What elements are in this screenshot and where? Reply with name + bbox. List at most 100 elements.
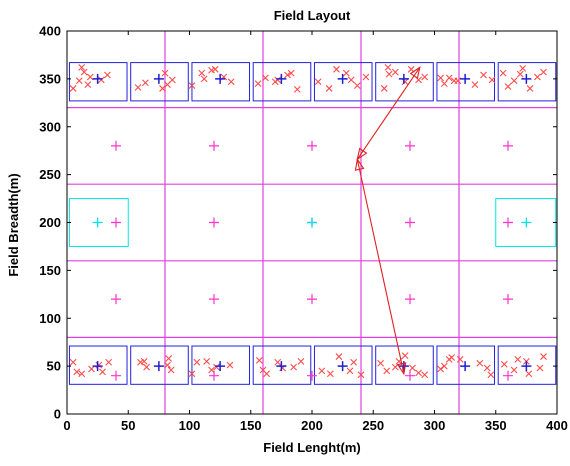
sensor-node-point bbox=[534, 73, 541, 81]
cluster-head-point bbox=[276, 73, 287, 84]
cluster-head-point bbox=[215, 73, 226, 84]
cluster-head-point bbox=[460, 361, 471, 372]
sensor-node-point bbox=[263, 370, 271, 378]
cluster-head-point bbox=[521, 361, 532, 372]
sensor-node-point bbox=[293, 86, 301, 93]
x-tick-label: 350 bbox=[485, 418, 507, 433]
relay-node-point bbox=[405, 140, 415, 151]
cluster-box bbox=[68, 345, 128, 385]
cluster-head-point bbox=[153, 361, 164, 372]
sensor-node-point bbox=[73, 368, 81, 376]
sensor-node-point bbox=[499, 69, 507, 77]
cluster-box bbox=[313, 62, 373, 102]
sensor-node-point bbox=[437, 74, 445, 82]
sensor-node-point bbox=[445, 74, 453, 82]
cluster-head-point bbox=[92, 361, 103, 372]
sensor-node-point bbox=[203, 357, 211, 365]
route-arrowhead bbox=[354, 157, 365, 171]
cluster-head-point bbox=[398, 73, 409, 84]
sensor-node-point bbox=[357, 371, 365, 379]
sensor-node-point bbox=[471, 81, 479, 89]
sensor-node-point bbox=[421, 73, 429, 81]
route-arrowhead bbox=[409, 66, 421, 80]
sensor-node-point bbox=[159, 85, 166, 92]
sensor-node-point bbox=[211, 65, 219, 73]
x-tick-label: 50 bbox=[121, 418, 135, 433]
sensor-node-point bbox=[287, 69, 295, 77]
sensor-node-point bbox=[88, 365, 95, 373]
sensor-node-point bbox=[143, 363, 151, 371]
sensor-node-point bbox=[80, 68, 88, 76]
plot-area: 0 50 100 150 200 250 300 350 400 0 50 100 150 200 250 3… bbox=[39, 24, 568, 434]
cluster-head-point bbox=[337, 361, 348, 372]
x-tick-label: 150 bbox=[240, 418, 262, 433]
relay-node-point bbox=[111, 370, 121, 381]
cluster-box bbox=[191, 62, 251, 102]
sensor-node-point bbox=[450, 77, 458, 85]
relay-node-point bbox=[209, 217, 219, 228]
sensor-node-point bbox=[401, 352, 409, 359]
cluster-box bbox=[497, 345, 557, 385]
sensor-node-point bbox=[383, 367, 391, 375]
y-tick-label: 300 bbox=[39, 119, 61, 134]
cluster-box bbox=[436, 345, 496, 385]
sensor-node-point bbox=[69, 358, 77, 366]
sensor-node-point bbox=[540, 353, 547, 360]
cluster-box bbox=[68, 62, 128, 102]
relay-node-point bbox=[503, 140, 513, 151]
relay-node-point bbox=[209, 294, 219, 305]
relay-node-point bbox=[405, 217, 415, 228]
y-tick-label: 350 bbox=[39, 71, 61, 86]
sensor-node-point bbox=[333, 65, 340, 73]
sensor-node-point bbox=[350, 358, 358, 366]
sensor-node-point bbox=[78, 63, 86, 71]
relay-node-point bbox=[503, 294, 513, 305]
sensor-node-point bbox=[274, 358, 282, 366]
cluster-box bbox=[375, 345, 434, 385]
sensor-node-point bbox=[142, 79, 149, 87]
relay-node-point bbox=[209, 140, 219, 151]
cluster-head-point bbox=[276, 361, 287, 372]
sensor-node-point bbox=[440, 362, 448, 370]
sensor-node-point bbox=[104, 71, 111, 79]
y-tick-label: 150 bbox=[39, 263, 61, 278]
y-axis-label: Field Breadth(m) bbox=[6, 173, 21, 276]
sensor-node-point bbox=[297, 357, 305, 365]
sensor-node-point bbox=[254, 80, 262, 88]
sensor-node-point bbox=[318, 367, 326, 375]
cluster-box bbox=[375, 62, 434, 102]
sensor-node-point bbox=[97, 76, 105, 84]
sensor-node-point bbox=[69, 85, 77, 92]
sensor-node-point bbox=[95, 361, 103, 369]
relay-node-point bbox=[307, 370, 317, 381]
y-tick-label: 200 bbox=[39, 215, 61, 230]
sensor-node-point bbox=[377, 359, 384, 367]
sensor-node-point bbox=[409, 364, 416, 372]
sensor-node-point bbox=[525, 370, 533, 378]
y-tick-label: 0 bbox=[54, 407, 61, 422]
sensor-node-point bbox=[445, 356, 453, 363]
x-tick-label: 100 bbox=[179, 418, 201, 433]
sensor-node-point bbox=[86, 73, 94, 81]
sensor-node-point bbox=[226, 361, 234, 369]
sensor-node-point bbox=[200, 75, 208, 83]
sensor-node-point bbox=[540, 68, 547, 76]
x-axis-label: Field Lenght(m) bbox=[263, 440, 361, 455]
sensor-node-point bbox=[391, 363, 399, 371]
cluster-head-point bbox=[460, 73, 471, 84]
sensor-node-point bbox=[188, 82, 196, 89]
y-tick-label: 400 bbox=[39, 24, 61, 39]
sensor-node-point bbox=[514, 356, 522, 363]
relay-node-point bbox=[307, 294, 317, 305]
sensor-node-point bbox=[164, 361, 171, 369]
sensor-node-point bbox=[193, 358, 201, 366]
sensor-node-point bbox=[314, 78, 322, 86]
relay-node-point bbox=[111, 217, 121, 228]
sensor-node-point bbox=[134, 84, 142, 91]
sensor-node-point bbox=[456, 356, 464, 363]
base-station-point bbox=[307, 217, 317, 228]
sensor-node-point bbox=[262, 74, 269, 82]
sensor-node-point bbox=[415, 369, 422, 377]
sensor-node-point bbox=[168, 76, 176, 84]
sensor-node-point bbox=[346, 367, 354, 375]
